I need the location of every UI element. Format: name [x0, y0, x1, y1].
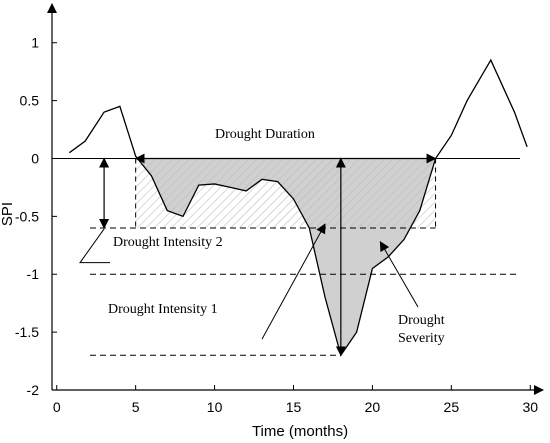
y-tick-label: -0.5: [15, 208, 39, 224]
y-tick-label: 1: [31, 35, 39, 51]
severity-label-line2: Severity: [398, 331, 445, 346]
y-tick-label: 0.5: [20, 93, 40, 109]
x-tick-label: 25: [444, 399, 460, 415]
intensity2-label: Drought Intensity 2: [113, 235, 223, 250]
x-tick-label: 5: [132, 399, 140, 415]
spi-line: [68, 58, 528, 357]
x-tick-label: 15: [286, 399, 302, 415]
x-axis-title: Time (months): [252, 423, 348, 440]
x-tick-label: 10: [207, 399, 223, 415]
x-tick-label: 30: [522, 399, 538, 415]
duration-label: Drought Duration: [215, 127, 315, 142]
intensity1-label: Drought Intensity 1: [108, 302, 218, 317]
severity-leader: [379, 240, 419, 308]
y-axis-title: SPI: [0, 202, 16, 226]
severity-label-line1: Drought: [398, 313, 445, 328]
x-tick-label: 0: [53, 399, 61, 415]
y-tick-label: -1.5: [15, 324, 39, 340]
y-tick-label: 0: [31, 150, 39, 166]
y-tick-label: -2: [27, 382, 40, 398]
intensity1-leader: [261, 223, 326, 340]
intensity2-leader: [79, 228, 110, 264]
y-tick-label: -1: [27, 266, 40, 282]
x-tick-label: 20: [365, 399, 381, 415]
